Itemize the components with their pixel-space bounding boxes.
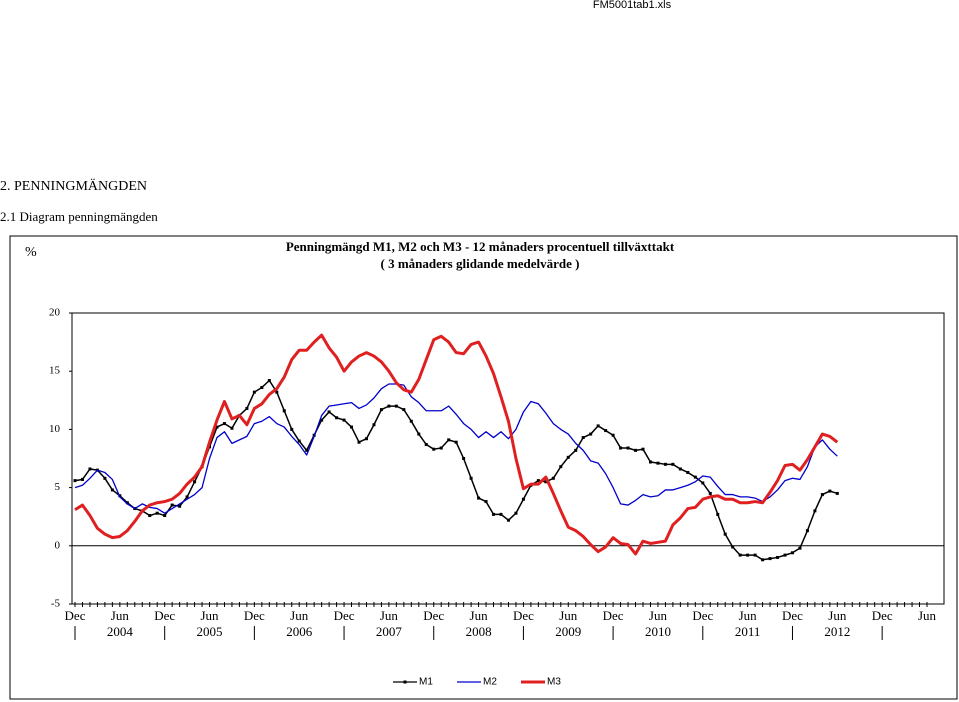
section-title: 2. PENNINGMÄNGDEN (0, 177, 147, 194)
legend-label: M3 (547, 677, 561, 688)
x-tick-label: Dec (872, 608, 893, 623)
x-tick-label: Jun (739, 608, 758, 623)
chart-subtitle: ( 3 månaders glidande medelvärde ) (381, 256, 580, 271)
x-tick-label: Dec (334, 608, 355, 623)
x-tick-label: Jun (649, 608, 668, 623)
file-name: FM5001tab1.xls (593, 0, 672, 11)
x-year-label: 2005 (197, 624, 223, 639)
x-year-label: 2006 (286, 624, 313, 639)
x-tick-label: Jun (918, 608, 937, 623)
x-tick-label: Jun (380, 608, 399, 623)
x-year-label: 2008 (466, 624, 492, 639)
x-year-label: 2009 (555, 624, 581, 639)
y-tick-label: -5 (51, 598, 61, 610)
x-tick-label: Dec (603, 608, 624, 623)
series-line (74, 333, 839, 556)
x-tick-label: Jun (200, 608, 219, 623)
series-line (74, 383, 838, 514)
y-tick-label: 15 (49, 365, 61, 377)
legend-label: M2 (483, 677, 497, 688)
legend-label: M1 (419, 677, 433, 688)
x-tick-label: Dec (423, 608, 444, 623)
x-tick-label: Dec (244, 608, 265, 623)
x-tick-label: Dec (154, 608, 175, 623)
x-tick-label: Dec (513, 608, 534, 623)
subsection-title: 2.1 Diagram penningmängden (0, 209, 158, 224)
x-tick-label: Dec (65, 608, 86, 623)
x-year-label: 2007 (376, 624, 403, 639)
series-line (73, 379, 839, 562)
x-tick-label: Jun (111, 608, 130, 623)
y-tick-label: 5 (55, 481, 61, 493)
x-year-label: 2011 (735, 624, 761, 639)
chart-title: Penningmängd M1, M2 och M3 - 12 månaders… (286, 239, 675, 254)
x-tick-label: Jun (828, 608, 847, 623)
x-tick-label: Dec (782, 608, 803, 623)
y-unit: % (25, 245, 37, 260)
x-tick-label: Jun (470, 608, 489, 623)
x-tick-label: Jun (559, 608, 578, 623)
y-tick-label: 10 (49, 423, 61, 435)
x-tick-label: Dec (692, 608, 713, 623)
y-tick-label: 0 (55, 539, 61, 551)
x-year-label: 2004 (107, 624, 134, 639)
y-tick-label: 20 (49, 307, 61, 319)
plot-area (71, 312, 945, 605)
chart-frame (9, 235, 958, 700)
x-tick-label: Jun (290, 608, 309, 623)
x-year-label: 2012 (824, 624, 850, 639)
x-year-label: 2010 (645, 624, 671, 639)
legend-marker (403, 680, 407, 684)
